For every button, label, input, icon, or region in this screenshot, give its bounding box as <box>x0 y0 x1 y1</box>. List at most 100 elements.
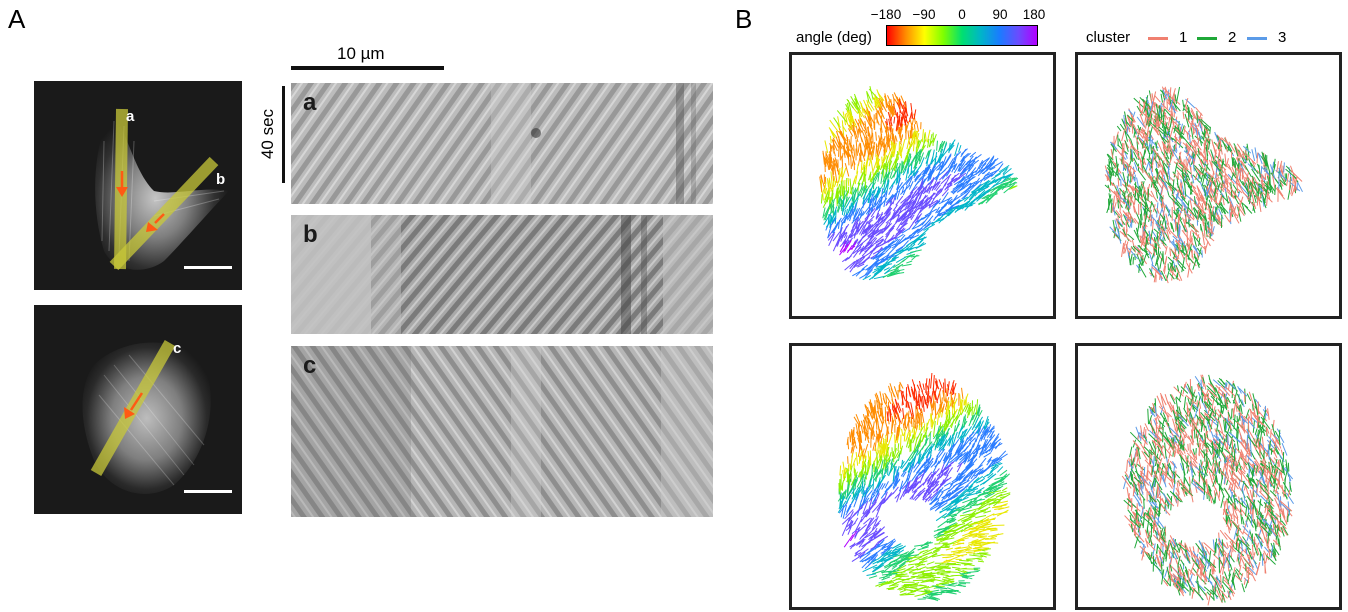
vector-segment <box>986 430 993 439</box>
vector-segment <box>842 186 846 199</box>
vector-segment <box>872 478 875 490</box>
vector-segment <box>1127 116 1133 128</box>
vector-segment <box>966 196 974 205</box>
vector-segment <box>927 138 930 148</box>
vector-segment <box>844 196 853 211</box>
vector-segment <box>1193 245 1198 251</box>
vector-segment <box>1108 193 1111 201</box>
vector-segment <box>859 528 868 540</box>
vector-segment <box>876 165 881 173</box>
vector-segment <box>1116 218 1123 227</box>
vector-segment <box>901 263 912 267</box>
vector-segment <box>1126 163 1129 174</box>
vector-segment <box>1196 208 1200 221</box>
vector-segment <box>1136 253 1142 265</box>
vector-segment <box>860 197 869 211</box>
vector-segment <box>1226 542 1229 549</box>
vector-segment <box>872 219 881 234</box>
vector-segment <box>1171 223 1175 233</box>
vector-segment <box>1159 179 1168 191</box>
vector-segment <box>968 534 978 537</box>
vector-segment <box>928 552 938 558</box>
vector-segment <box>1140 128 1147 142</box>
vector-segment <box>956 440 965 454</box>
vector-segment <box>872 486 878 496</box>
vector-segment <box>837 116 841 128</box>
vector-segment <box>1133 490 1141 501</box>
vector-segment <box>1263 180 1272 191</box>
vector-segment <box>905 458 914 472</box>
vector-segment <box>1217 386 1221 394</box>
vector-segment <box>898 209 910 221</box>
vector-segment <box>867 227 877 238</box>
vector-segment <box>934 501 945 512</box>
vector-segment <box>895 177 898 185</box>
vector-segment <box>942 553 955 556</box>
vector-segment <box>882 398 891 413</box>
vector-segment <box>1220 137 1231 146</box>
vector-segment <box>913 202 923 215</box>
vector-segment <box>1184 113 1190 128</box>
vector-segment <box>977 425 985 437</box>
vector-segment <box>989 434 996 442</box>
vector-segment <box>854 235 865 250</box>
vector-segment <box>880 410 885 424</box>
vector-segment <box>932 544 945 553</box>
vector-segment <box>1141 450 1148 461</box>
vector-segment <box>850 229 860 239</box>
vector-segment <box>888 185 894 195</box>
vector-segment <box>1124 117 1128 133</box>
vector-segment <box>883 213 891 223</box>
vector-segment <box>1162 89 1168 100</box>
vector-segment <box>885 217 892 224</box>
vector-segment <box>941 188 950 197</box>
vector-segment <box>1148 250 1154 264</box>
vector-segment <box>877 441 880 452</box>
vector-segment <box>944 388 948 403</box>
vector-segment <box>985 492 995 499</box>
vector-segment <box>930 390 934 404</box>
vector-segment <box>874 260 885 267</box>
vector-segment <box>966 491 982 497</box>
vector-segment <box>897 545 906 552</box>
vector-segment <box>910 255 920 258</box>
vector-segment <box>1155 251 1160 266</box>
vector-segment <box>992 506 1003 509</box>
angle-tick: −90 <box>912 7 936 22</box>
vector-segment <box>889 110 894 117</box>
vector-segment <box>903 154 908 164</box>
vector-segment <box>1139 238 1145 251</box>
vector-segment <box>1246 198 1256 208</box>
vector-segment <box>885 246 892 253</box>
vector-segment <box>854 518 863 532</box>
vector-segment <box>984 538 997 540</box>
vector-segment <box>884 481 889 489</box>
vector-segment <box>875 235 884 243</box>
vector-segment <box>1264 184 1272 193</box>
vector-segment <box>1003 177 1012 181</box>
vector-segment <box>1168 116 1179 127</box>
vector-segment <box>1250 189 1255 201</box>
vector-segment <box>1216 138 1221 147</box>
vector-segment <box>950 418 955 429</box>
vector-segment <box>967 176 975 183</box>
vector-segment <box>1151 91 1157 107</box>
vector-segment <box>1275 187 1286 200</box>
vector-segment <box>941 143 948 156</box>
vector-segment <box>839 492 842 507</box>
vector-segment <box>885 466 889 475</box>
vector-segment <box>1256 170 1267 180</box>
vector-segment <box>868 456 871 467</box>
vector-segment <box>899 245 909 252</box>
vector-segment <box>1272 176 1276 190</box>
vector-segment <box>929 432 931 446</box>
vector-segment <box>862 564 878 573</box>
vector-segment <box>1157 230 1161 242</box>
vector-segment <box>847 468 850 483</box>
vector-segment <box>990 442 996 449</box>
vector-segment <box>1229 586 1236 595</box>
vector-segment <box>899 185 904 191</box>
vector-segment <box>1121 242 1125 258</box>
vector-segment <box>822 150 825 165</box>
vector-segment <box>1225 173 1235 185</box>
